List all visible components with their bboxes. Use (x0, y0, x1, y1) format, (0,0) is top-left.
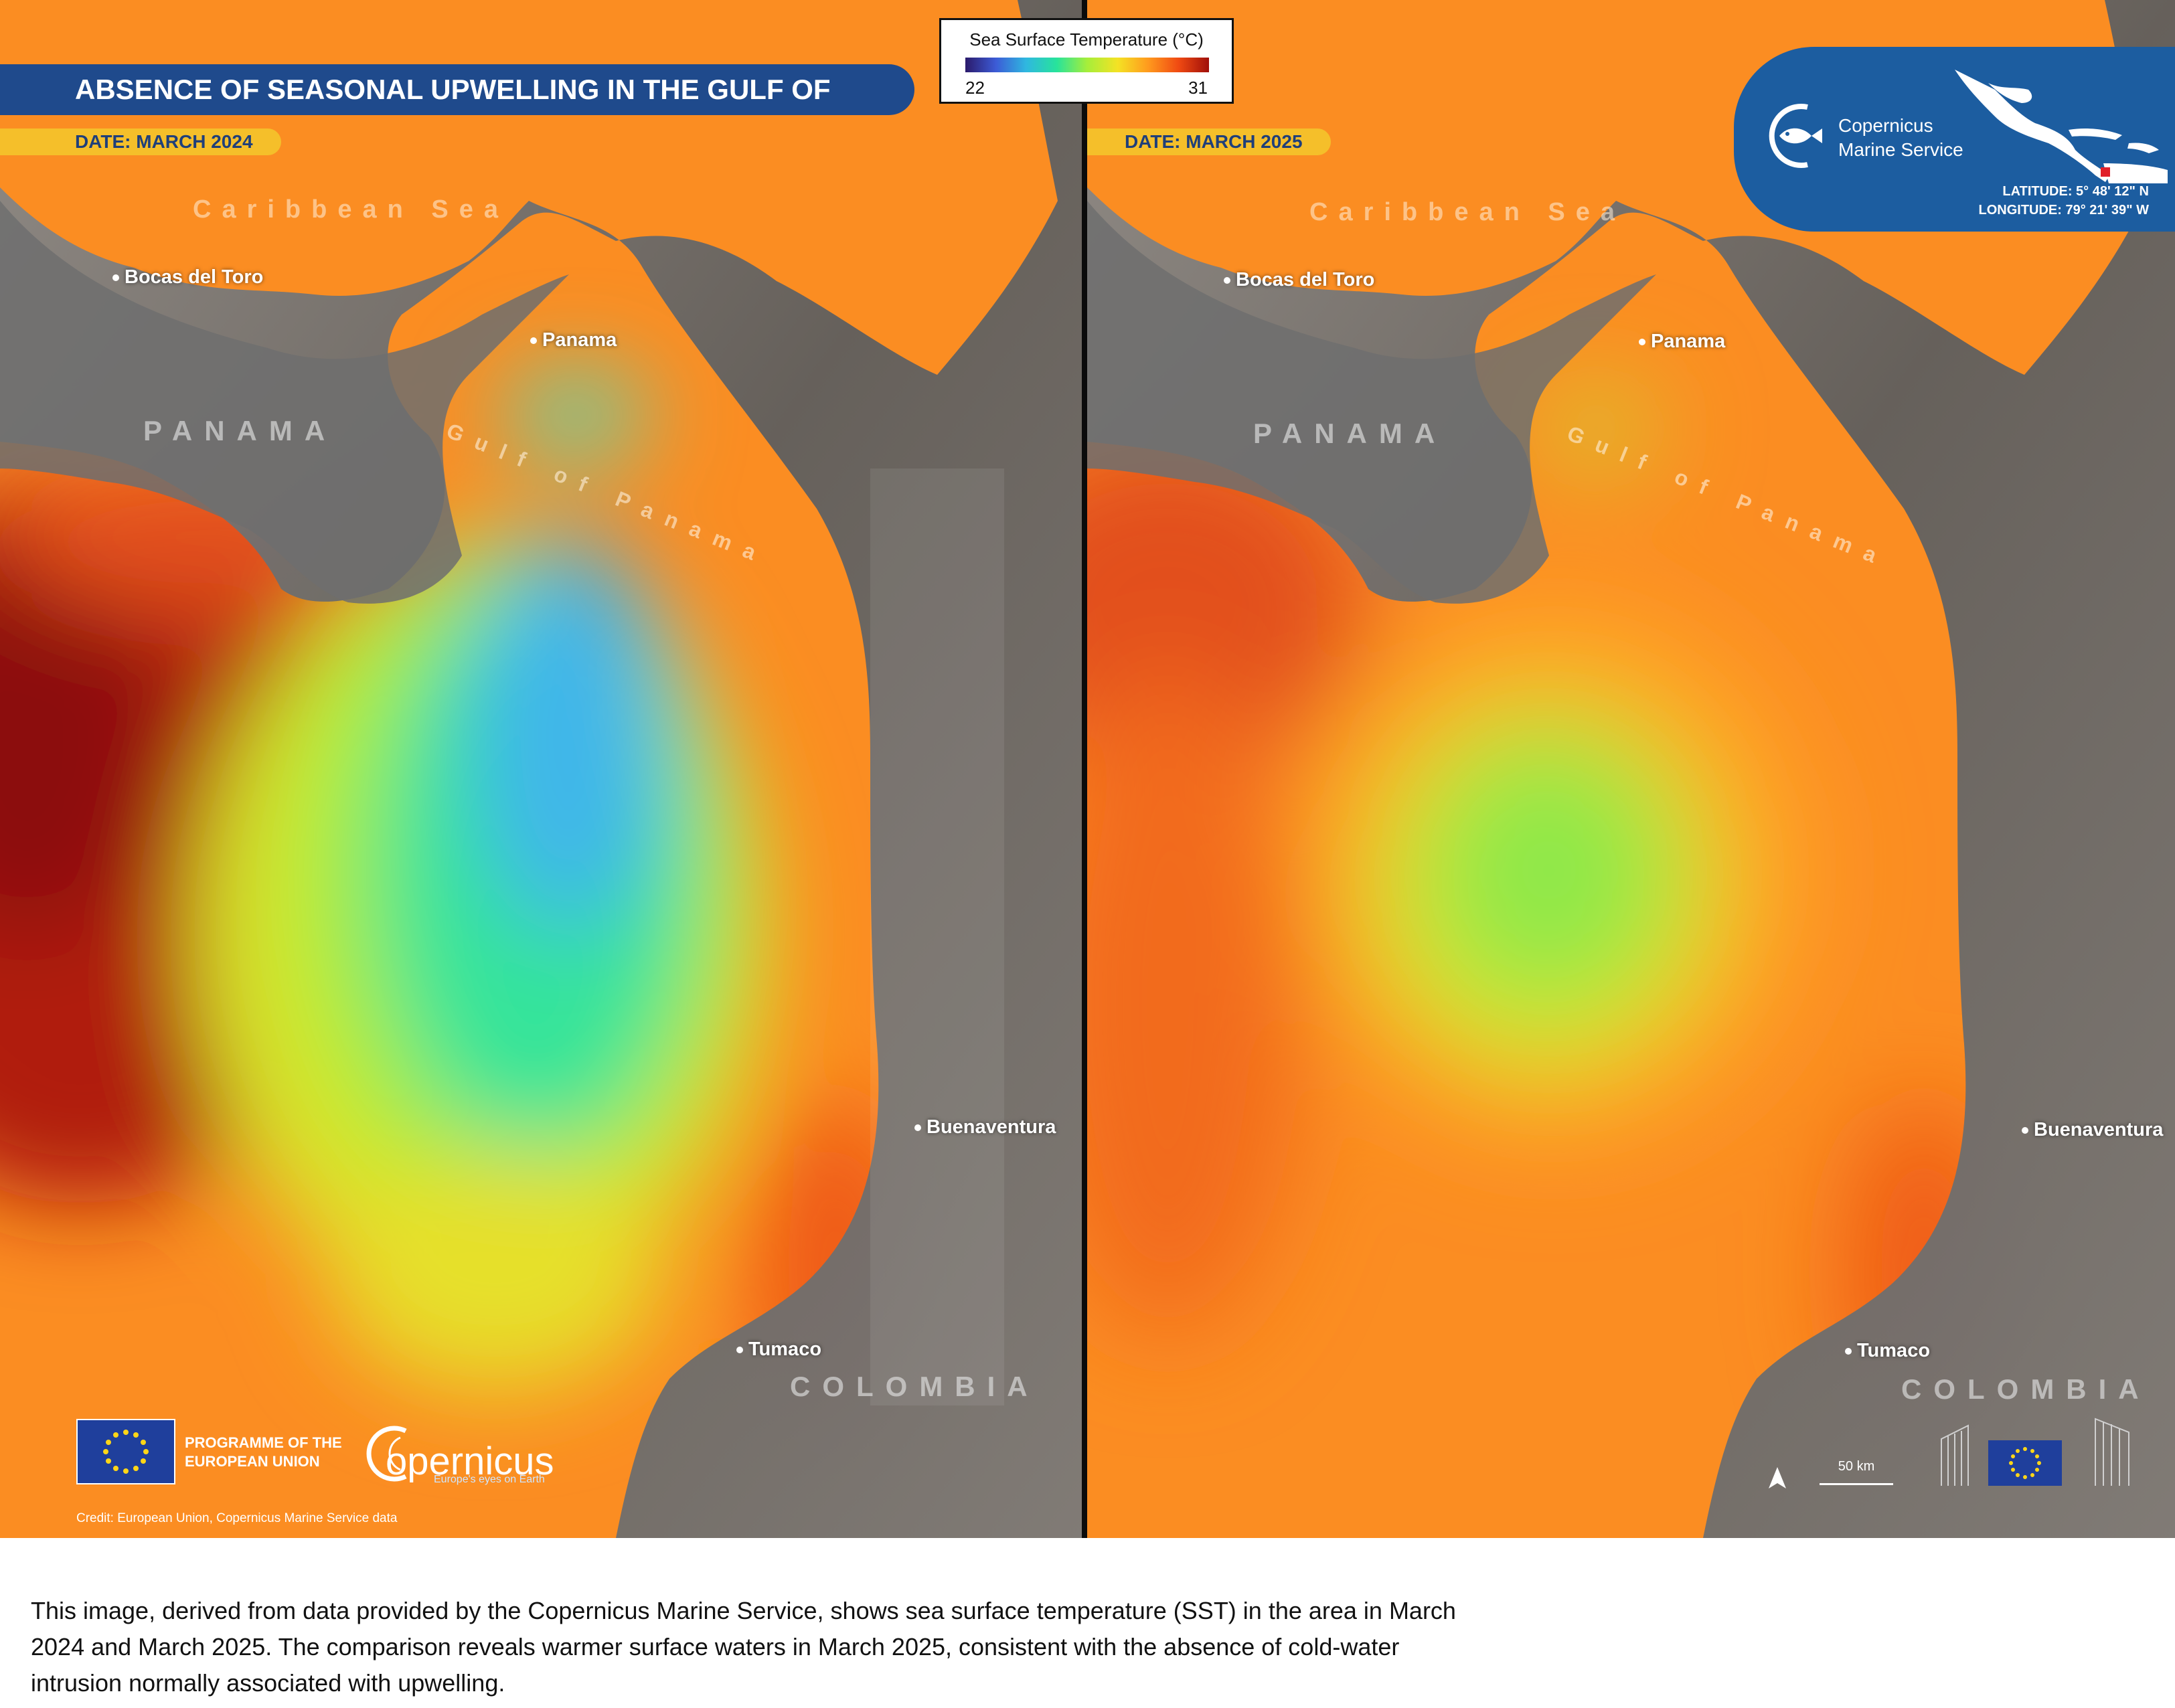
city-panama-2024: Panama (530, 329, 617, 351)
panel-divider (1082, 0, 1087, 1538)
scale-line (1820, 1483, 1893, 1485)
eu-programme-block: PROGRAMME OF THE EUROPEAN UNION (76, 1419, 342, 1488)
city-panama-2025: Panama (1639, 331, 1725, 353)
locator-map-icon (1955, 70, 2168, 183)
programme-text: PROGRAMME OF THE EUROPEAN UNION (185, 1434, 342, 1470)
sst-legend: Sea Surface Temperature (°C) 22 31 (939, 18, 1234, 104)
sst-map-march-2025: Caribbean Sea PANAMA COLOMBIA Bocas del … (1087, 0, 2175, 1538)
city-dot-icon (1845, 1348, 1852, 1355)
city-buenaventura-2025: Buenaventura (2022, 1119, 2163, 1141)
copernicus-wordmark: opernicus (386, 1440, 554, 1483)
panama-country-label-2024: PANAMA (143, 415, 337, 446)
page-title: ABSENCE OF SEASONAL UPWELLING IN THE GUL… (0, 64, 914, 156)
city-dot-icon (112, 274, 119, 282)
map-area: Caribbean Sea PANAMA COLOMBIA Bocas del … (0, 0, 2175, 1538)
city-tumaco-2024: Tumaco (736, 1339, 821, 1361)
colombia-country-label-2025: COLOMBIA (1901, 1373, 2151, 1405)
eu-flag-icon (76, 1419, 175, 1484)
legend-colorbar (965, 58, 1209, 72)
copernicus-marine-badge: Copernicus Marine Service LATITUDE: 5° 48… (1734, 47, 2175, 232)
colombia-country-label-2024: COLOMBIA (790, 1371, 1040, 1402)
city-bocas-del-toro-2024: Bocas del Toro (112, 266, 263, 288)
sst-field-2024 (0, 0, 1082, 1538)
sst-map-march-2024: Caribbean Sea PANAMA COLOMBIA Bocas del … (0, 0, 1082, 1538)
data-credit: Credit: European Union, Copernicus Marin… (76, 1511, 398, 1525)
copernicus-marine-logo-icon (1769, 104, 1822, 168)
copernicus-c-logo-icon (366, 1426, 407, 1482)
city-buenaventura-2024: Buenaventura (914, 1116, 1056, 1138)
legend-max: 31 (1188, 78, 1208, 98)
sst-field-2025 (1087, 0, 2175, 1538)
date-pill-2024: DATE: MARCH 2024 (0, 129, 281, 155)
copernicus-tagline: Europe's eyes on Earth (434, 1474, 545, 1485)
ec-logo-icon (1941, 1418, 2129, 1486)
city-dot-icon (2022, 1127, 2028, 1134)
city-bocas-del-toro-2025: Bocas del Toro (1224, 269, 1374, 291)
legend-min: 22 (965, 78, 985, 98)
badge-coordinates: LATITUDE: 5° 48' 12" N LONGITUDE: 79° 21'… (1978, 184, 2149, 218)
date-pill-2025: DATE: MARCH 2025 (1087, 129, 1331, 155)
image-caption: This image, derived from data provided b… (31, 1597, 1456, 1697)
caribbean-sea-label-2024: Caribbean Sea (193, 195, 509, 224)
legend-title: Sea Surface Temperature (°C) (969, 29, 1204, 50)
caribbean-sea-label-2025: Caribbean Sea (1309, 198, 1625, 226)
city-dot-icon (1224, 277, 1230, 284)
copernicus-marine-name: Copernicus Marine Service (1838, 115, 1963, 160)
city-dot-icon (530, 337, 537, 345)
scale-label: 50 km (1838, 1459, 1875, 1474)
north-arrow-icon (1769, 1467, 1786, 1488)
panama-country-label-2025: PANAMA (1253, 418, 1447, 449)
city-dot-icon (1639, 339, 1645, 346)
city-dot-icon (914, 1124, 921, 1132)
city-dot-icon (736, 1347, 743, 1354)
city-tumaco-2025: Tumaco (1845, 1340, 1930, 1362)
